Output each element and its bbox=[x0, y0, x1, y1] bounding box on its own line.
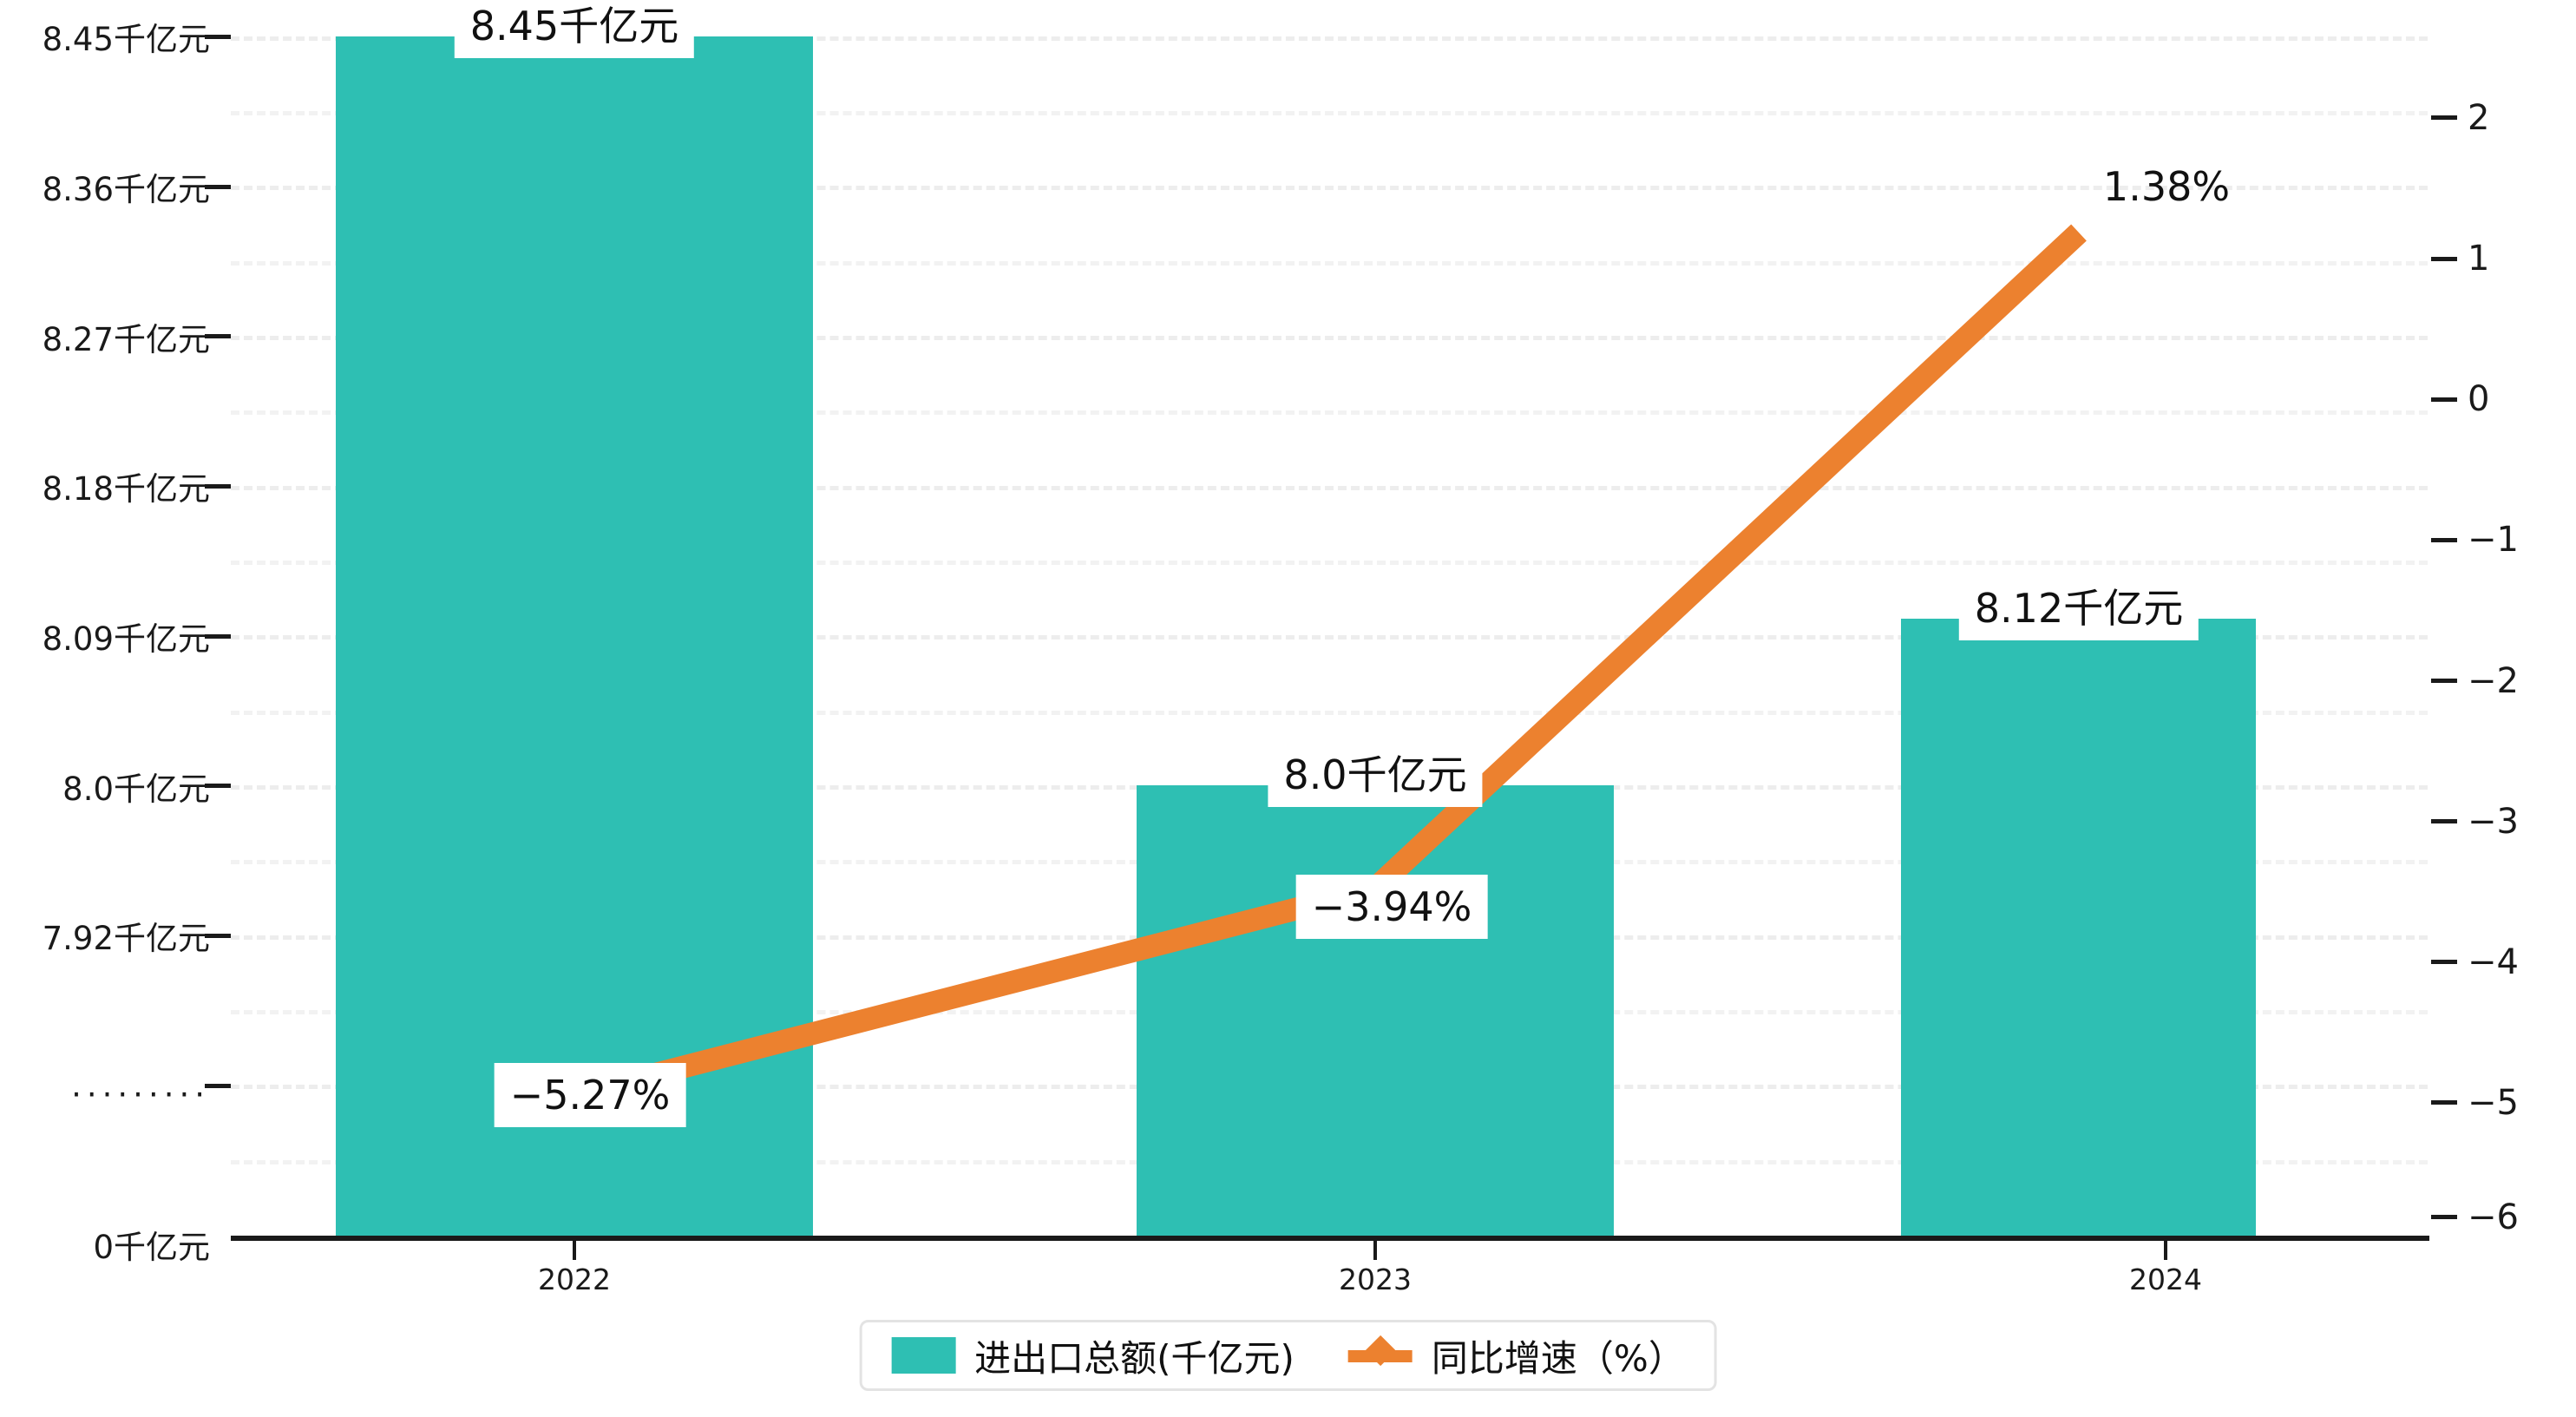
bar-2022[interactable] bbox=[336, 36, 813, 1237]
y-axis-left-label-3: 8.18千亿元 bbox=[42, 470, 210, 508]
tick-right-5 bbox=[2431, 819, 2457, 823]
tick-left-4 bbox=[205, 634, 231, 639]
y-axis-right-label-5: −3 bbox=[2468, 802, 2519, 842]
bar-data-label-2023: 8.0千亿元 bbox=[1268, 743, 1483, 807]
line-diamond-swatch-icon bbox=[1347, 1335, 1413, 1374]
legend-item-growth-rate[interactable]: 同比增速（%） bbox=[1347, 1329, 1685, 1382]
legend-label-import-export: 进出口总额(千亿元) bbox=[974, 1336, 1295, 1380]
tick-right-3 bbox=[2431, 538, 2457, 542]
x-axis-label-2022: 2022 bbox=[538, 1263, 611, 1296]
gridline-845 bbox=[231, 36, 2428, 41]
y-axis-right-label-4: −2 bbox=[2468, 661, 2519, 701]
y-axis-left-label-6: 7.92千亿元 bbox=[42, 920, 210, 957]
y-axis-right-label-8: −6 bbox=[2468, 1197, 2519, 1237]
tick-right-2 bbox=[2431, 397, 2457, 402]
y-axis-right-label-1: 1 bbox=[2468, 239, 2490, 279]
x-axis-line bbox=[231, 1236, 2429, 1241]
tick-right-8 bbox=[2431, 1215, 2457, 1219]
tick-left-2 bbox=[205, 334, 231, 338]
bar-2024[interactable] bbox=[1901, 619, 2256, 1237]
y-axis-left-label-zero: 0千亿元 bbox=[93, 1229, 210, 1266]
tick-left-0 bbox=[205, 35, 231, 39]
legend-item-import-export[interactable]: 进出口总额(千亿元) bbox=[891, 1329, 1295, 1382]
legend-label-growth-rate: 同比增速（%） bbox=[1431, 1336, 1685, 1380]
tick-right-4 bbox=[2431, 679, 2457, 683]
tick-right-1 bbox=[2431, 257, 2457, 261]
x-axis-label-2024: 2024 bbox=[2129, 1263, 2202, 1296]
bar-swatch-icon bbox=[891, 1337, 956, 1374]
tick-left-6 bbox=[205, 934, 231, 938]
tick-right-6 bbox=[2431, 960, 2457, 964]
tick-left-1 bbox=[205, 185, 231, 189]
tick-right-7 bbox=[2431, 1100, 2457, 1105]
y-axis-left-label-1: 8.36千亿元 bbox=[42, 171, 210, 208]
gridline-836 bbox=[231, 186, 2428, 190]
tick-x-2024 bbox=[2164, 1241, 2167, 1260]
y-axis-right-label-7: −5 bbox=[2468, 1083, 2519, 1123]
x-axis-label-2023: 2023 bbox=[1339, 1263, 1412, 1296]
bar-data-label-2022: 8.45千亿元 bbox=[454, 0, 695, 58]
tick-left-5 bbox=[205, 784, 231, 788]
y-axis-left-label-5: 8.0千亿元 bbox=[62, 771, 210, 808]
y-axis-left-label-0: 8.45千亿元 bbox=[42, 21, 210, 58]
line-data-label-2023: −3.94% bbox=[1295, 875, 1488, 939]
tick-x-2022 bbox=[573, 1241, 576, 1260]
gridline-minor-1 bbox=[231, 111, 2428, 115]
bar-data-label-2024: 8.12千亿元 bbox=[1958, 576, 2199, 640]
y-axis-right-label-3: −1 bbox=[2468, 520, 2519, 560]
line-data-label-2024: 1.38% bbox=[2102, 163, 2231, 210]
chart-legend: 进出口总额(千亿元) 同比增速（%） bbox=[859, 1320, 1717, 1391]
line-data-label-2022: −5.27% bbox=[494, 1063, 686, 1127]
y-axis-right-label-0: 2 bbox=[2468, 98, 2490, 138]
y-axis-left-label-2: 8.27千亿元 bbox=[42, 321, 210, 358]
tick-x-2023 bbox=[1373, 1241, 1377, 1260]
tick-left-7 bbox=[205, 1084, 231, 1088]
y-axis-right-label-6: −4 bbox=[2468, 942, 2519, 982]
y-axis-right-label-2: 0 bbox=[2468, 379, 2490, 419]
tick-left-3 bbox=[205, 484, 231, 489]
tick-right-0 bbox=[2431, 115, 2457, 120]
bar-2023[interactable] bbox=[1137, 785, 1614, 1237]
y-axis-left-label-break: ......... bbox=[71, 1066, 210, 1105]
y-axis-left-label-4: 8.09千亿元 bbox=[42, 620, 210, 658]
